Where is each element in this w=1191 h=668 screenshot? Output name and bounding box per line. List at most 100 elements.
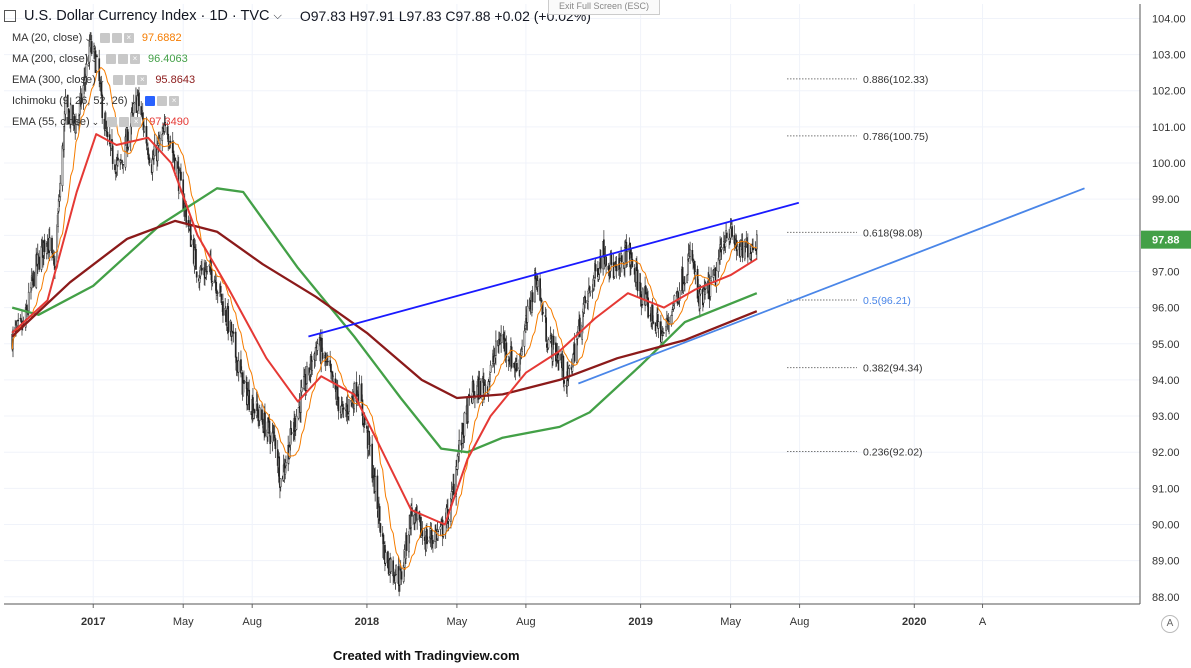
candle-body	[198, 277, 201, 283]
symbol-title[interactable]: U.S. Dollar Currency Index · 1D · TVC	[24, 8, 270, 24]
candle-body	[297, 407, 300, 419]
candle-body	[741, 240, 744, 258]
close-icon[interactable]: ×	[123, 33, 134, 43]
y-tick-label: 91.00	[1152, 483, 1180, 495]
indicator-row[interactable]: MA (200, close) ⌄ × 96.4063	[12, 53, 188, 65]
candle-body	[689, 249, 691, 257]
candle-body	[227, 306, 230, 333]
gear-icon[interactable]	[157, 96, 168, 106]
candle-body	[432, 539, 434, 544]
candle-body	[710, 276, 712, 281]
candle-body	[500, 335, 502, 344]
indicator-label: EMA (55, close)	[12, 116, 90, 128]
candle-body	[394, 575, 397, 583]
indicator-row[interactable]: Ichimoku (9, 26, 52, 26) ⌄ ×	[12, 95, 187, 107]
auto-scale-icon[interactable]: A	[1161, 615, 1179, 633]
candle-body	[489, 373, 491, 382]
candle-body	[303, 376, 305, 389]
candle-body	[327, 360, 329, 363]
candle-body	[321, 337, 323, 352]
chevron-down-icon[interactable]: ⌵	[273, 9, 282, 22]
eye-icon[interactable]	[105, 54, 116, 64]
candle-body	[558, 354, 560, 361]
candle-body	[671, 311, 673, 316]
candle-body	[278, 456, 281, 483]
close-icon[interactable]: ×	[129, 54, 140, 64]
candle-body	[573, 343, 576, 362]
candle-body	[95, 56, 98, 71]
x-tick-label: Aug	[242, 616, 262, 628]
candle-body	[279, 478, 282, 488]
candle-body	[390, 558, 392, 572]
candle-body	[225, 309, 227, 323]
indicator-row[interactable]: EMA (300, close) ⌄ × 95.8643	[12, 74, 195, 86]
eye-icon[interactable]	[145, 96, 156, 106]
x-tick-label: May	[720, 616, 741, 628]
candle-body	[288, 446, 291, 459]
candle-body	[290, 428, 293, 436]
candle-body	[610, 252, 613, 265]
fib-level-label: 0.886(102.33)	[863, 74, 928, 86]
x-tick-label: Aug	[790, 616, 810, 628]
gear-icon[interactable]	[117, 54, 128, 64]
candle-body	[311, 360, 314, 371]
candle-body	[510, 346, 513, 368]
candle-body	[127, 140, 130, 148]
candle-body	[121, 161, 124, 163]
candle-body	[63, 126, 65, 150]
candle-body	[378, 506, 381, 522]
y-tick-label: 93.00	[1152, 411, 1180, 423]
close-icon[interactable]: ×	[131, 117, 142, 127]
candle-body	[220, 293, 223, 303]
chevron-down-icon[interactable]: ⌄	[91, 116, 100, 127]
candle-body	[642, 288, 644, 300]
eye-icon[interactable]	[99, 33, 110, 43]
gear-icon[interactable]	[119, 117, 130, 127]
candle-body	[562, 356, 565, 381]
close-icon[interactable]: ×	[137, 75, 148, 85]
indicator-row[interactable]: EMA (55, close) ⌄ × 97.3490	[12, 116, 189, 128]
indicator-controls: ×	[113, 75, 148, 85]
chart-axes: 88.00 89.00 90.00 91.00 92.00 93.00 94.00 95.00…	[4, 4, 1191, 628]
gear-icon[interactable]	[125, 75, 136, 85]
candle-body	[90, 41, 93, 54]
exit-fullscreen-button[interactable]: Exit Full Screen (ESC)	[548, 0, 660, 15]
chevron-down-icon[interactable]: ⌄	[84, 32, 92, 43]
candle-body	[405, 535, 408, 551]
candle-body	[273, 434, 276, 439]
candle-body	[384, 552, 387, 564]
x-tick-label: 2019	[628, 616, 652, 628]
candle-body	[69, 104, 72, 125]
indicator-controls: ×	[145, 96, 180, 106]
collapse-icon[interactable]	[4, 10, 16, 22]
candle-body	[216, 292, 219, 294]
candle-body	[598, 267, 601, 275]
ohlc-readout: O97.83 H97.91 L97.83 C97.88 +0.02 (+0.02…	[299, 8, 591, 24]
last-price-tag	[1141, 230, 1191, 249]
close-icon[interactable]: ×	[169, 96, 180, 106]
indicator-row[interactable]: MA (20, close) ⌄ × 97.6882	[12, 32, 182, 44]
eye-icon[interactable]	[113, 75, 124, 85]
candle-body	[668, 321, 670, 324]
chevron-down-icon[interactable]: ⌄	[97, 74, 106, 85]
candle-body	[82, 85, 85, 104]
candle-body	[232, 331, 235, 334]
candle-body	[300, 387, 303, 393]
candle-body	[85, 63, 88, 77]
chevron-down-icon[interactable]: ⌄	[129, 95, 138, 106]
candle-body	[542, 312, 544, 314]
candle-body	[17, 319, 20, 322]
candle-body	[206, 266, 209, 272]
candle-body	[219, 285, 222, 293]
candle-body	[96, 55, 98, 57]
candle-body	[106, 131, 109, 138]
gear-icon[interactable]	[111, 33, 122, 43]
footer-credit: Created with Tradingview.com	[333, 648, 520, 663]
candle-body	[316, 343, 319, 351]
chevron-down-icon[interactable]: ⌄	[90, 53, 98, 64]
eye-icon[interactable]	[107, 117, 118, 127]
indicator-controls: ×	[99, 33, 134, 43]
candle-body	[552, 335, 555, 345]
candle-body	[237, 360, 240, 373]
